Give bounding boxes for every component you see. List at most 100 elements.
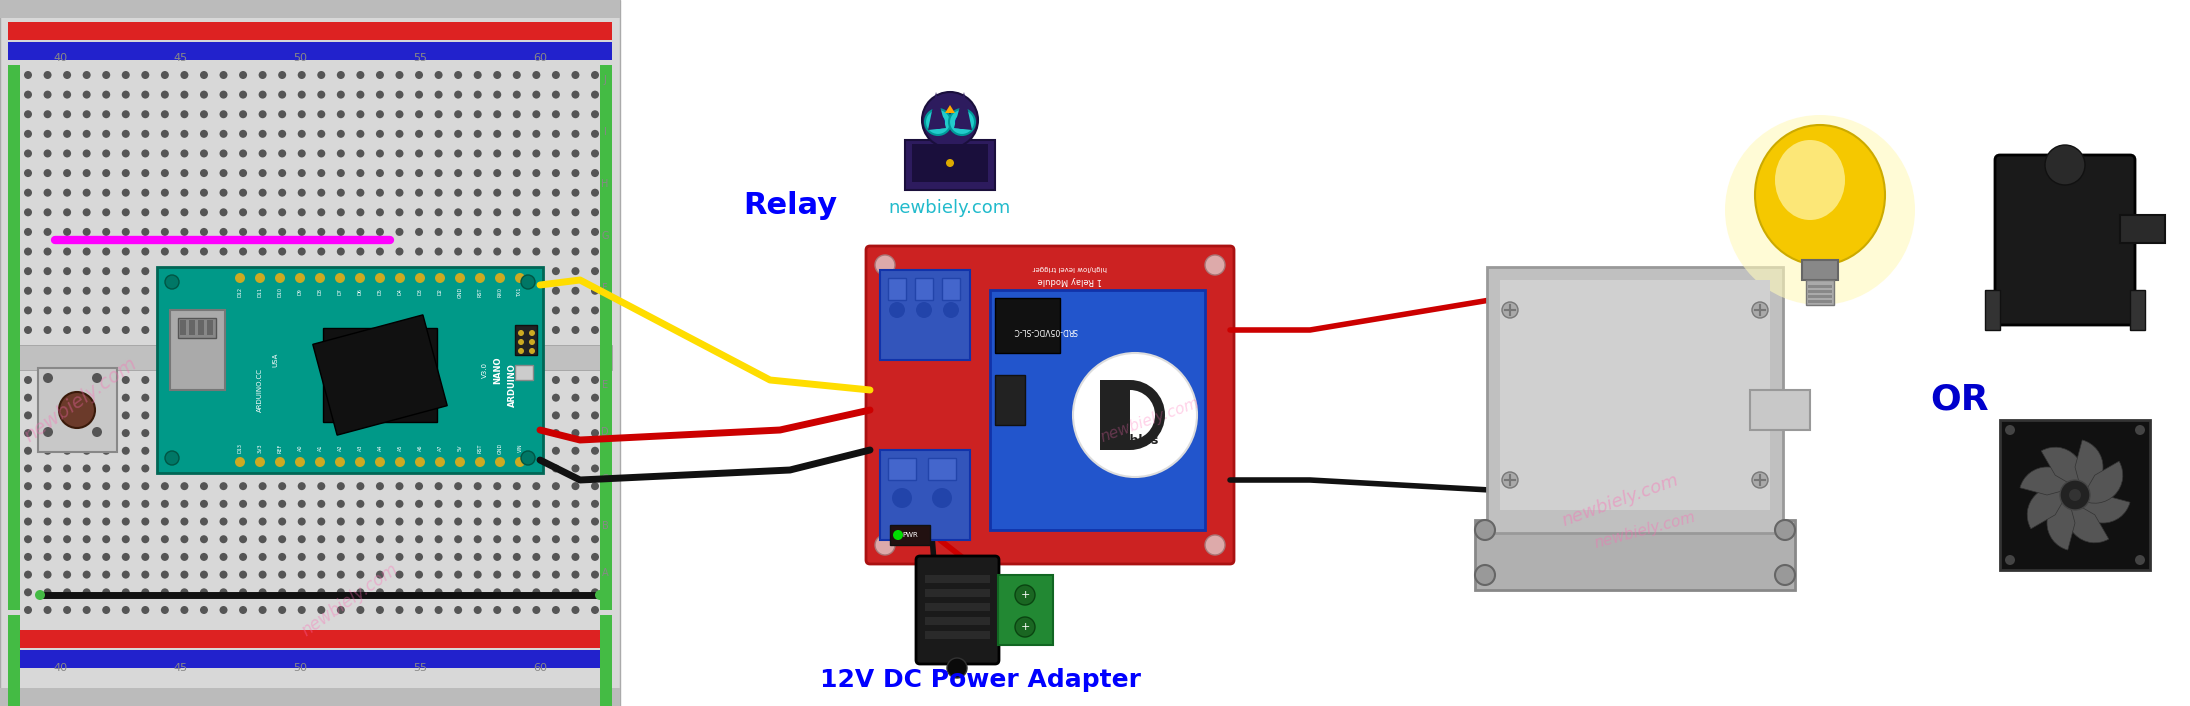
Circle shape	[532, 248, 541, 256]
Circle shape	[357, 500, 364, 508]
Circle shape	[239, 447, 247, 455]
Circle shape	[434, 169, 442, 177]
Circle shape	[160, 150, 169, 157]
Circle shape	[103, 169, 110, 177]
Circle shape	[258, 465, 267, 472]
Circle shape	[123, 189, 129, 197]
Circle shape	[199, 429, 208, 437]
Circle shape	[103, 500, 110, 508]
Bar	[9, 650, 611, 668]
Circle shape	[453, 169, 462, 177]
Circle shape	[258, 248, 267, 256]
Circle shape	[160, 394, 169, 402]
Circle shape	[83, 267, 90, 275]
Circle shape	[64, 130, 70, 138]
Bar	[9, 630, 611, 648]
Circle shape	[377, 287, 383, 295]
Circle shape	[1776, 520, 1796, 540]
Circle shape	[335, 273, 346, 283]
Circle shape	[434, 482, 442, 490]
Circle shape	[552, 588, 561, 597]
Text: D4: D4	[399, 289, 403, 295]
Bar	[2131, 290, 2144, 330]
Circle shape	[24, 306, 33, 314]
Bar	[1999, 420, 2151, 570]
Circle shape	[44, 412, 53, 419]
Circle shape	[357, 535, 364, 543]
Circle shape	[453, 326, 462, 334]
Bar	[197, 320, 204, 335]
Circle shape	[83, 326, 90, 334]
Bar	[9, 42, 611, 60]
Circle shape	[944, 302, 959, 318]
Circle shape	[296, 273, 304, 283]
Circle shape	[591, 130, 600, 138]
Circle shape	[123, 517, 129, 525]
Circle shape	[64, 570, 70, 579]
Wedge shape	[1130, 380, 1165, 450]
Text: V3.0: V3.0	[482, 362, 488, 378]
Circle shape	[434, 208, 442, 216]
Circle shape	[453, 606, 462, 614]
Circle shape	[199, 606, 208, 614]
Circle shape	[473, 447, 482, 455]
Bar	[1750, 390, 1809, 430]
Bar	[904, 140, 994, 190]
Circle shape	[453, 71, 462, 79]
Circle shape	[180, 482, 188, 490]
Circle shape	[160, 267, 169, 275]
Circle shape	[532, 306, 541, 314]
Circle shape	[552, 130, 561, 138]
Circle shape	[64, 517, 70, 525]
Circle shape	[377, 429, 383, 437]
Circle shape	[453, 412, 462, 419]
Bar	[1500, 280, 1770, 510]
Text: newbiely.com: newbiely.com	[298, 560, 401, 640]
Circle shape	[142, 90, 149, 99]
Circle shape	[493, 248, 502, 256]
Circle shape	[160, 169, 169, 177]
Circle shape	[258, 110, 267, 118]
Circle shape	[475, 457, 484, 467]
Circle shape	[436, 457, 445, 467]
Circle shape	[239, 150, 247, 157]
Circle shape	[434, 553, 442, 561]
Circle shape	[453, 376, 462, 384]
Bar	[0, 0, 620, 706]
Circle shape	[278, 447, 287, 455]
Circle shape	[44, 500, 53, 508]
Circle shape	[532, 412, 541, 419]
Text: A1: A1	[318, 445, 322, 451]
Circle shape	[239, 248, 247, 256]
Circle shape	[142, 429, 149, 437]
Circle shape	[532, 376, 541, 384]
Circle shape	[199, 517, 208, 525]
Circle shape	[180, 553, 188, 561]
Circle shape	[318, 169, 326, 177]
Text: A7: A7	[438, 445, 442, 451]
Circle shape	[512, 90, 521, 99]
Circle shape	[572, 130, 580, 138]
Circle shape	[64, 306, 70, 314]
Circle shape	[355, 457, 366, 467]
Circle shape	[337, 71, 344, 79]
Circle shape	[199, 588, 208, 597]
Circle shape	[83, 169, 90, 177]
Circle shape	[258, 412, 267, 419]
Circle shape	[276, 457, 285, 467]
Text: C: C	[602, 474, 609, 484]
Circle shape	[532, 465, 541, 472]
Circle shape	[315, 457, 324, 467]
Circle shape	[160, 306, 169, 314]
Circle shape	[591, 189, 600, 197]
Circle shape	[180, 606, 188, 614]
Circle shape	[123, 169, 129, 177]
Circle shape	[83, 588, 90, 597]
Circle shape	[572, 606, 580, 614]
Circle shape	[512, 429, 521, 437]
Circle shape	[199, 150, 208, 157]
Bar	[515, 325, 537, 355]
Text: B: B	[602, 521, 609, 531]
FancyBboxPatch shape	[865, 246, 1233, 564]
Circle shape	[377, 465, 383, 472]
